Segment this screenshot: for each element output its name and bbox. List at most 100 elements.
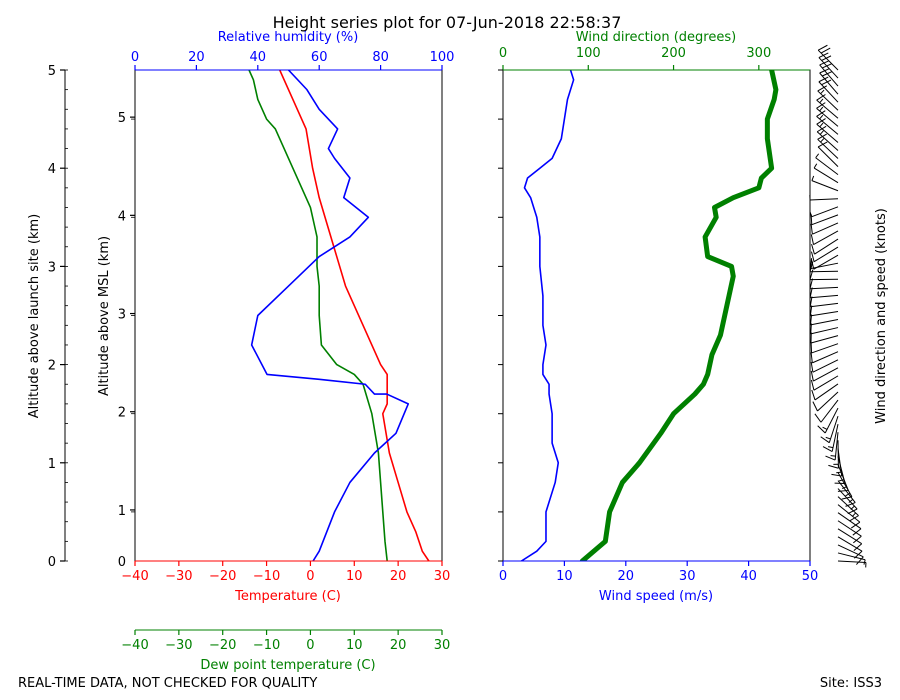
altitude-msl-tick-label: 3 [118, 308, 126, 323]
temperature-line [278, 70, 430, 561]
wind-barb [837, 552, 866, 565]
dewpoint-axis-tick-label: 0 [306, 638, 314, 653]
wind-barb-half-flag [850, 505, 855, 510]
wind-barb-flag [810, 223, 813, 235]
wind-barb-shaft [813, 375, 839, 391]
wind-barb-half-flag [842, 486, 848, 490]
altitude-launch-tick-label: 1 [48, 457, 56, 472]
wind-barb [817, 44, 839, 71]
wind-direction-axis-tick-label: 0 [499, 46, 507, 61]
wind-barb-flag [814, 413, 822, 423]
wind-barb-half-flag [845, 492, 851, 497]
wind-barb-flag [854, 550, 863, 559]
wind-barb-flag [837, 489, 849, 492]
wind-plot-frame [502, 69, 811, 562]
wind-barb [816, 118, 839, 143]
wind-barb [810, 230, 839, 246]
wind-barb-half-flag [809, 211, 813, 217]
wind-barb-shaft [816, 107, 839, 127]
wind-barb [814, 399, 839, 423]
wind-barb-flag [820, 436, 830, 444]
wind-barb-flag [818, 76, 829, 83]
wind-barb [817, 407, 839, 434]
wind-barb-shaft [831, 424, 839, 452]
wind-barb-flag [809, 278, 814, 289]
wind-barb-shaft [828, 415, 839, 443]
wind-barb-shaft [810, 335, 839, 344]
wind-barb-flag [817, 85, 828, 92]
wind-barb-half-flag [815, 153, 820, 159]
wind-barb-shaft [817, 146, 839, 167]
humidity-axis-tick-label: 20 [188, 50, 205, 65]
wind-barb-shaft [817, 49, 839, 71]
temperature-axis-tick-label: −20 [209, 569, 236, 584]
altitude-msl-tick-label: 5 [118, 111, 126, 126]
dewpoint-axis-tick-label: −10 [253, 638, 280, 653]
wind-barb [810, 367, 839, 382]
wind-barb [810, 314, 839, 326]
wind-barb-shaft [810, 327, 839, 335]
wind-barb [810, 246, 839, 263]
wind-barb [837, 496, 859, 522]
wind-barb-shaft [813, 367, 839, 382]
wind-barb [817, 133, 839, 159]
wind-barb-half-flag [822, 426, 828, 430]
wind-barb-flag [822, 446, 833, 452]
wind-barb-flag [820, 47, 831, 54]
altitude-launch-tick-label: 3 [48, 260, 56, 275]
wind-barb-shaft [818, 81, 839, 103]
wind-barb-shaft [834, 432, 839, 461]
humidity-line [250, 70, 410, 561]
wind-barb-shaft [816, 99, 839, 119]
wind-barb-flag [847, 508, 858, 515]
wind-barb-shaft [817, 138, 839, 159]
temperature-axis-tick-label: 20 [390, 569, 407, 584]
wind-barb-shaft [812, 351, 839, 364]
wind-barb-shaft [817, 391, 839, 412]
wind-barb-flag [812, 401, 818, 412]
wind-barb [810, 351, 839, 364]
left-outer-axis-label: Altitude above launch site (km) [27, 214, 42, 418]
temperature-axis-tick-label: 0 [306, 569, 314, 584]
wind-barb [812, 391, 839, 412]
wind-barb-flag [828, 464, 839, 469]
wind-barb-shaft [837, 456, 846, 484]
temperature-axis-tick-label: 30 [434, 569, 451, 584]
wind-barb-half-flag [811, 175, 815, 181]
wind-barb [837, 488, 858, 515]
humidity-axis-tick-label: 100 [430, 50, 455, 65]
wind-barb [818, 76, 839, 103]
wind-barb-shaft [810, 319, 839, 326]
wind-barb-half-flag [819, 130, 824, 135]
wind-barb-flag [809, 287, 813, 298]
wind-speed-axis-tick-label: 30 [679, 569, 696, 584]
wind-speed-axis-tick-label: 40 [740, 569, 757, 584]
altitude-launch-tick-label: 5 [48, 64, 56, 79]
wind-barb [816, 125, 839, 151]
wind-barb-shaft [837, 560, 866, 563]
wind-barb-flag [816, 102, 826, 109]
wind-barb-flag [853, 543, 863, 551]
wind-barb [810, 359, 839, 373]
wind-barb [816, 94, 839, 119]
dewpoint-axis-tick-label: −30 [165, 638, 192, 653]
wind-barb-flag [810, 258, 815, 270]
wind-barb-shaft [819, 64, 839, 87]
wind-barb-shaft [837, 552, 866, 561]
wind-barb-shaft [824, 407, 839, 434]
humidity-axis-label: Relative humidity (%) [218, 30, 359, 45]
site-label: Site: ISS3 [820, 676, 882, 691]
wind-barb [811, 238, 839, 255]
wind-barb-shaft [837, 472, 853, 497]
wind-barb-shaft [813, 246, 839, 263]
wind-barb-flag [853, 535, 862, 544]
wind-barb [837, 536, 863, 559]
wind-speed-axis-tick-label: 20 [618, 569, 635, 584]
wind-barb-shaft [816, 116, 839, 135]
dewpoint-axis-tick-label: 20 [390, 638, 407, 653]
wind-barb [831, 448, 843, 477]
wind-barb-shaft [810, 294, 839, 299]
wind-barb [816, 110, 839, 135]
wind-barb-shaft [811, 180, 839, 192]
wind-barb-flag [810, 379, 815, 391]
